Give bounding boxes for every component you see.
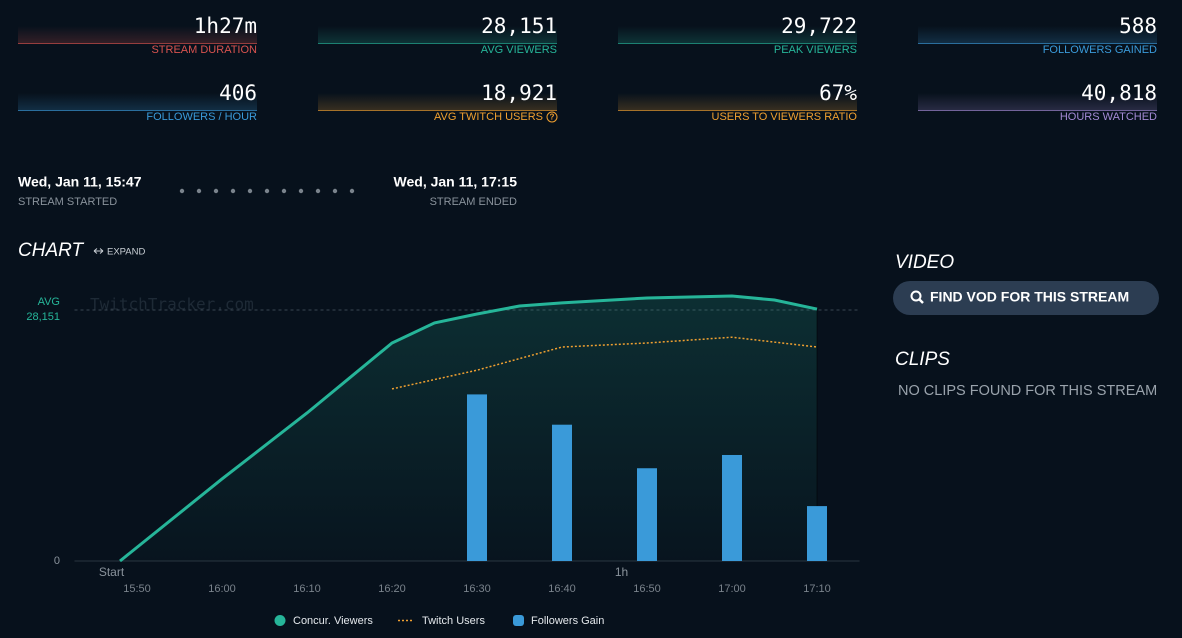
legend-label: Concur. Viewers <box>293 615 373 627</box>
tile-label: PEAK VIEWERS <box>774 44 857 56</box>
bar <box>637 468 657 561</box>
tile-glow <box>618 93 857 111</box>
tile-label: STREAM DURATION <box>151 44 257 56</box>
legend-label: Followers Gain <box>531 615 604 627</box>
tile-value: 40,818 <box>1081 81 1157 105</box>
tile-glow <box>918 93 1157 111</box>
x-tick-label: 17:10 <box>803 583 831 595</box>
line <box>391 336 818 390</box>
y-tick-label: 0 <box>54 555 60 567</box>
x-tick-label: 16:00 <box>208 583 236 595</box>
stream-end-time: Wed, Jan 11, 17:15 <box>394 174 518 190</box>
x-tick-label: 16:50 <box>633 583 661 595</box>
x-tick-label: 16:40 <box>548 583 576 595</box>
stats: 1h27m STREAM DURATION 28,151 AVG VIEWERS 29,… <box>18 14 1157 123</box>
legend-swatch <box>274 615 286 626</box>
clips-message: NO CLIPS FOUND FOR THIS STREAM <box>898 383 1157 399</box>
x-tick-label: 15:50 <box>123 583 151 595</box>
tile-label: FOLLOWERS GAINED <box>1043 44 1157 56</box>
find-vod-label[interactable]: FIND VOD FOR THIS STREAM <box>930 289 1129 305</box>
tile-label: FOLLOWERS / HOUR <box>146 111 257 123</box>
tile-glow <box>18 93 257 111</box>
x-tick-label: 16:10 <box>293 583 321 595</box>
stream-end-label: STREAM ENDED <box>430 196 517 208</box>
watermark: TwitchTracker.com <box>90 295 254 314</box>
avg-label: AVG <box>38 296 60 308</box>
x-tick-label: 16:20 <box>378 583 406 595</box>
tile-label: AVG VIEWERS <box>481 44 557 56</box>
tile-value: 67% <box>819 81 857 105</box>
tile-value: 18,921 <box>481 81 557 105</box>
tile-value: 406 <box>219 81 257 105</box>
x-tick-label: 16:30 <box>463 583 491 595</box>
legend-swatch <box>513 615 524 626</box>
video-title: VIDEO <box>895 252 954 273</box>
bar <box>467 394 487 561</box>
find-vod-button[interactable]: FIND VOD FOR THIS STREAM <box>893 281 1159 315</box>
clips-title: CLIPS <box>895 349 950 370</box>
expand-label[interactable]: EXPAND <box>107 247 146 258</box>
tile-glow <box>318 26 557 44</box>
stream-start-label: STREAM STARTED <box>18 196 117 208</box>
legend-label: Twitch Users <box>422 615 485 627</box>
x-tick-label: 17:00 <box>718 583 746 595</box>
tile-glow <box>918 26 1157 44</box>
elapsed-tick-label: 1h <box>615 565 628 579</box>
tile-glow <box>18 26 257 44</box>
bar <box>552 424 572 561</box>
help-icon-glyph: ? <box>550 113 555 122</box>
timeline-dots <box>179 188 355 194</box>
tile-glow <box>618 26 857 44</box>
tile-value: 1h27m <box>194 14 257 38</box>
tile-label: USERS TO VIEWERS RATIO <box>712 111 858 123</box>
stream-start-time: Wed, Jan 11, 15:47 <box>18 174 142 190</box>
tile-glow <box>318 93 557 111</box>
expand-button[interactable]: EXPAND <box>93 247 146 258</box>
tile-label: HOURS WATCHED <box>1060 111 1157 123</box>
line <box>119 294 818 563</box>
chart-title: CHART <box>18 240 84 261</box>
tile-label: AVG TWITCH USERS <box>434 111 543 123</box>
avg-value: 28,151 <box>26 311 60 323</box>
tile-value: 588 <box>1119 14 1157 38</box>
bar <box>807 506 827 561</box>
elapsed-tick-label: Start <box>99 565 125 579</box>
tile-value: 28,151 <box>481 14 557 38</box>
help-icon <box>546 111 558 123</box>
bar <box>722 454 742 561</box>
tile-value: 29,722 <box>781 14 857 38</box>
chart: 0 AVG 28,151 15:50 16:00 16:10 16:20 16:30 16:40… <box>26 294 860 627</box>
